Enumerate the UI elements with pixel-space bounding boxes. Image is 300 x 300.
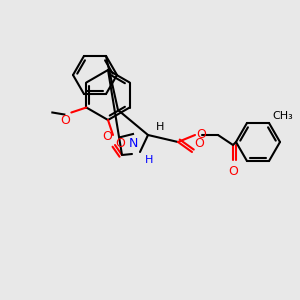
Text: CH₃: CH₃ — [272, 111, 293, 121]
Text: O: O — [115, 137, 125, 150]
Text: O: O — [102, 130, 112, 143]
Text: N: N — [129, 137, 138, 150]
Text: O: O — [61, 115, 70, 128]
Text: O: O — [194, 137, 204, 150]
Text: H: H — [156, 122, 164, 132]
Text: O: O — [196, 128, 206, 142]
Text: H: H — [145, 155, 153, 165]
Text: O: O — [228, 165, 238, 178]
